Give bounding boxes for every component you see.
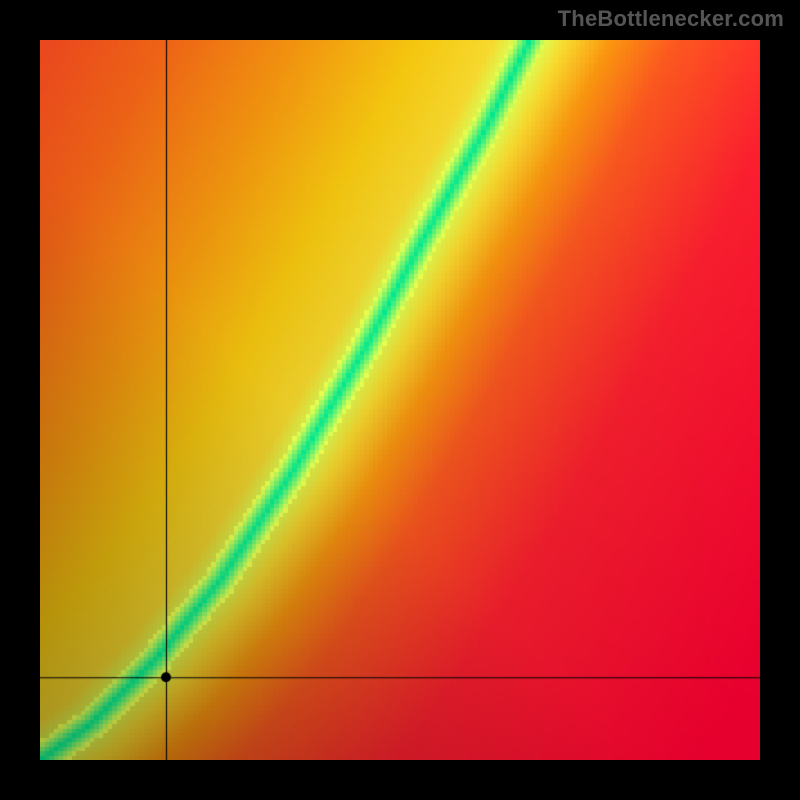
plot-area: [40, 40, 760, 760]
watermark-text: TheBottlenecker.com: [558, 6, 784, 32]
bottleneck-heatmap: [40, 40, 760, 760]
chart-container: TheBottlenecker.com: [0, 0, 800, 800]
